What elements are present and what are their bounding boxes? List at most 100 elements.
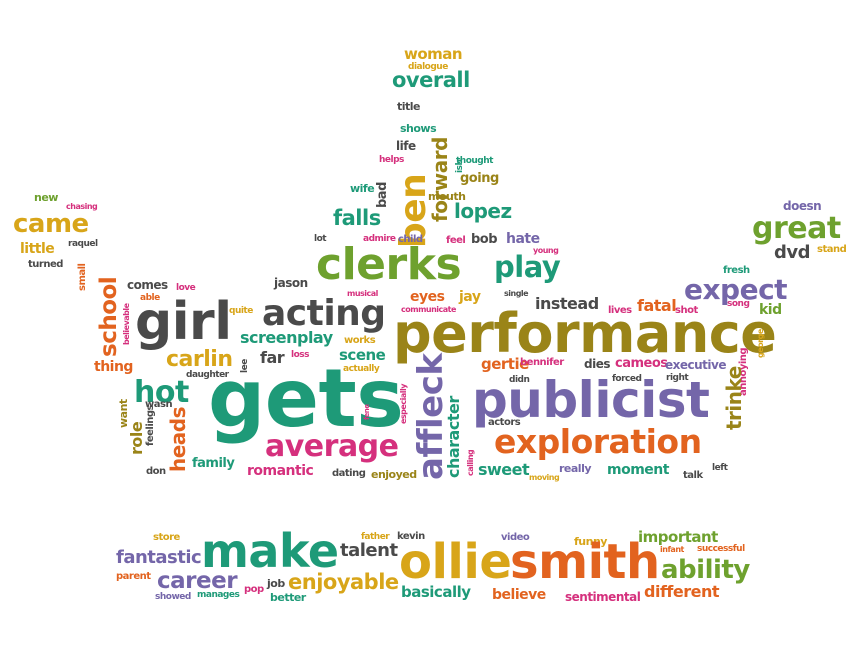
word-title: title	[397, 100, 421, 113]
word-acting: acting	[262, 293, 386, 334]
word-love: love	[176, 283, 196, 293]
word-dvd: dvd	[774, 242, 811, 263]
word-eyes: eyes	[410, 289, 445, 305]
word-believe: believe	[492, 587, 546, 603]
word-works: works	[344, 335, 376, 346]
word-store: store	[153, 532, 180, 543]
word-hot: hot	[134, 375, 189, 410]
word-dies: dies	[584, 357, 610, 371]
word-feelings: feelings	[145, 405, 156, 446]
word-great: great	[752, 211, 841, 246]
word-executive: executive	[665, 358, 726, 372]
word-mouth: mouth	[428, 190, 466, 203]
word-fresh: fresh	[723, 265, 750, 276]
word-dialogue: dialogue	[408, 62, 448, 72]
word-romantic: romantic	[247, 463, 314, 479]
word-george: george	[756, 329, 765, 358]
word-average: average	[265, 429, 399, 464]
word-girl: girl	[135, 292, 232, 352]
word-carlin: carlin	[166, 347, 233, 372]
word-jason: jason	[274, 276, 308, 290]
word-daughter: daughter	[186, 370, 229, 380]
word-bob: bob	[471, 232, 498, 247]
word-lopez: lopez	[454, 199, 512, 223]
word-school: school	[96, 276, 122, 357]
word-career: career	[157, 568, 238, 594]
word-child: child	[398, 234, 423, 245]
word-small: small	[77, 263, 88, 291]
word-little: little	[20, 241, 55, 257]
word-clerks: clerks	[316, 239, 462, 290]
word-musical: musical	[347, 289, 378, 298]
word-going: going	[460, 171, 499, 186]
word-ability: ability	[661, 555, 750, 585]
word-actors: actors	[488, 417, 521, 428]
word-really: really	[559, 462, 592, 475]
word-overall: overall	[392, 68, 470, 92]
word-screenplay: screenplay	[240, 328, 333, 347]
word-new: new	[34, 191, 58, 204]
word-shows: shows	[400, 122, 437, 135]
word-fantastic: fantastic	[116, 547, 202, 568]
word-kid: kid	[759, 302, 782, 318]
word-bad: bad	[375, 182, 390, 208]
word-family: family	[192, 456, 235, 471]
word-moment: moment	[607, 462, 669, 478]
word-wife: wife	[350, 182, 375, 195]
word-admire: admire	[363, 234, 396, 244]
word-exploration: exploration	[494, 422, 702, 461]
word-different: different	[644, 582, 720, 601]
word-loss: loss	[291, 350, 309, 360]
word-play: play	[494, 250, 561, 284]
word-turned: turned	[28, 259, 63, 270]
word-trinke: trinke	[722, 366, 746, 430]
word-dating: dating	[332, 468, 366, 479]
word-feel: feel	[446, 235, 466, 246]
word-young: young	[533, 246, 559, 255]
word-pop: pop	[244, 584, 264, 595]
word-quite: quite	[229, 306, 253, 316]
word-instead: instead	[535, 294, 599, 313]
word-talk: talk	[683, 470, 703, 481]
word-forward: forward	[428, 137, 452, 222]
word-helps: helps	[379, 155, 404, 165]
word-expect: expect	[684, 273, 788, 306]
word-performance: performance	[393, 302, 777, 365]
word-job: job	[267, 577, 285, 590]
word-ollie: ollie	[399, 534, 512, 590]
word-video: video	[501, 532, 530, 543]
word-lives: lives	[608, 305, 632, 316]
word-successful: successful	[697, 544, 745, 554]
word-publicist: publicist	[472, 371, 710, 429]
word-calling: calling	[466, 449, 475, 476]
word-gertie: gertie	[481, 355, 529, 373]
word-lot: lot	[314, 234, 327, 244]
word-father: father	[361, 532, 390, 542]
word-didn: didn	[509, 375, 530, 385]
word-came: came	[13, 209, 89, 239]
word-showed: showed	[155, 592, 191, 602]
word-life: life	[396, 139, 416, 153]
word-doesn: doesn	[783, 199, 822, 213]
word-falls: falls	[333, 206, 381, 230]
word-sweet: sweet	[478, 460, 530, 479]
word-single: single	[504, 289, 529, 298]
word-raquel: raquel	[68, 239, 98, 249]
word-smith: smith	[510, 534, 660, 590]
word-thing: thing	[94, 359, 133, 375]
word-believable: believable	[122, 303, 131, 345]
word-actually: actually	[343, 364, 380, 374]
word-talent: talent	[340, 540, 398, 561]
word-infant: infant	[660, 545, 684, 554]
word-funny: funny	[574, 535, 607, 548]
word-enjoyable: enjoyable	[288, 570, 399, 594]
word-communicate: communicate	[401, 305, 456, 314]
word-wasn: wasn	[145, 399, 173, 410]
word-chasing: chasing	[66, 202, 98, 211]
word-moving: moving	[529, 473, 560, 482]
word-left: left	[712, 463, 728, 473]
word-jay: jay	[459, 289, 481, 305]
word-especially: especially	[399, 384, 408, 424]
word-right: right	[666, 373, 689, 383]
word-bennifer: bennifer	[520, 357, 564, 368]
